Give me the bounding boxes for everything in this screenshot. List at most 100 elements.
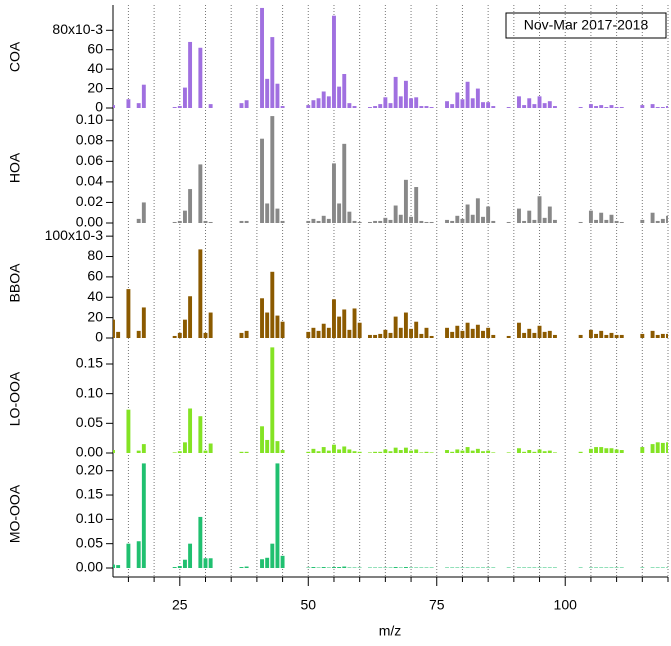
bar <box>403 80 408 108</box>
bar <box>342 446 347 453</box>
bar <box>419 106 424 108</box>
bar <box>547 206 552 223</box>
bar <box>113 564 115 568</box>
bar <box>517 96 521 108</box>
bar <box>388 103 393 108</box>
bar <box>650 444 655 453</box>
bar <box>614 449 619 453</box>
bar <box>332 163 336 223</box>
bar <box>367 334 372 338</box>
bar <box>465 81 470 108</box>
bar <box>393 447 398 453</box>
bar <box>260 426 264 453</box>
bar <box>203 220 208 223</box>
bar <box>460 218 465 223</box>
bar <box>306 220 311 223</box>
bar <box>547 101 552 108</box>
bar <box>517 448 521 453</box>
bar <box>455 215 460 223</box>
bar <box>660 333 665 338</box>
bar <box>398 327 403 338</box>
bar <box>450 220 455 223</box>
bar <box>188 543 193 568</box>
bar <box>244 330 249 338</box>
bar <box>429 335 434 338</box>
bar <box>136 218 141 223</box>
bar <box>588 448 593 453</box>
bar <box>357 322 362 338</box>
bar <box>270 116 275 223</box>
bar <box>429 221 434 223</box>
bar <box>260 298 264 338</box>
bar <box>419 220 424 223</box>
bar <box>208 558 213 568</box>
y-tick-label: 0 <box>95 99 103 115</box>
bar <box>326 327 331 338</box>
bar <box>619 107 624 108</box>
bar <box>609 332 614 338</box>
y-tick-label: 0.04 <box>76 173 103 189</box>
bar <box>403 312 408 338</box>
bar <box>547 450 552 453</box>
y-axis-label: COA <box>7 41 23 72</box>
panel <box>136 116 668 223</box>
bar <box>460 450 465 453</box>
bar <box>208 104 213 108</box>
y-tick-label: 0.00 <box>76 444 103 460</box>
bar <box>655 220 660 223</box>
bar <box>552 219 557 223</box>
bar <box>311 100 316 108</box>
bar <box>388 219 393 223</box>
bar <box>113 319 115 338</box>
bar <box>383 97 388 108</box>
bar <box>311 567 316 568</box>
bar <box>265 439 270 453</box>
bar <box>414 449 419 453</box>
bar <box>532 219 537 223</box>
bar <box>208 221 213 223</box>
bar <box>522 220 527 223</box>
bar <box>398 450 403 453</box>
y-tick-label: 40 <box>87 288 103 304</box>
y-tick-label: 80 <box>87 247 103 263</box>
bar <box>182 87 187 108</box>
bar <box>260 138 264 223</box>
bar <box>619 334 624 338</box>
bar <box>506 335 511 338</box>
bar <box>306 105 311 108</box>
bar <box>337 567 342 568</box>
bar <box>337 449 342 453</box>
bar <box>475 198 480 223</box>
bar <box>609 105 614 108</box>
bar <box>188 408 193 453</box>
bar <box>522 105 527 108</box>
bar <box>537 325 542 338</box>
panel <box>113 7 668 109</box>
bar <box>280 106 285 108</box>
bar <box>316 98 321 108</box>
bar <box>470 214 475 223</box>
x-axis-label: m/z <box>379 623 402 639</box>
y-tick-label: 0 <box>95 329 103 345</box>
bar <box>347 103 352 108</box>
bar <box>594 447 599 453</box>
bar <box>378 451 383 453</box>
bar <box>177 332 182 338</box>
bar <box>614 334 619 338</box>
y-tick-label: 0.10 <box>76 111 103 127</box>
bar <box>126 409 131 453</box>
bar <box>552 334 557 338</box>
bar <box>326 96 331 108</box>
bar <box>424 451 429 453</box>
x-tick-label: 50 <box>300 597 316 613</box>
bar <box>239 451 244 453</box>
y-tick-label: 0.05 <box>76 414 103 430</box>
bar <box>398 214 403 223</box>
bar <box>316 220 321 223</box>
bar <box>429 107 434 108</box>
bar <box>172 107 177 108</box>
bar <box>116 331 121 338</box>
bar <box>188 296 193 338</box>
bar <box>141 444 146 453</box>
bar <box>306 451 311 453</box>
